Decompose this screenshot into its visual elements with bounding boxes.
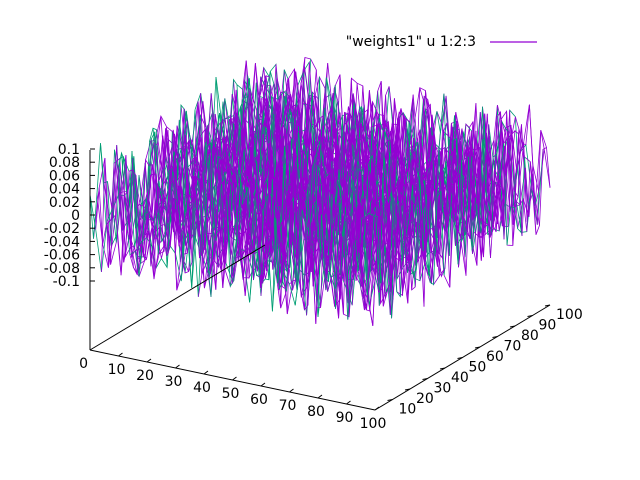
x-tick-label: 10 bbox=[108, 362, 126, 378]
surface-col-line bbox=[357, 104, 534, 300]
x-tick-mark bbox=[289, 388, 294, 393]
y-tick-mark bbox=[527, 315, 533, 317]
y-tick-mark bbox=[509, 325, 516, 328]
y-tick-mark bbox=[422, 378, 428, 380]
surface-mesh bbox=[89, 56, 551, 326]
y-tick-label: 100 bbox=[556, 307, 583, 323]
z-tick-label: 0.02 bbox=[49, 195, 80, 211]
surface-col-line bbox=[146, 66, 323, 280]
y-tick-mark bbox=[439, 367, 446, 370]
x-tick-mark bbox=[374, 406, 380, 411]
x-tick-mark bbox=[260, 382, 266, 387]
y-tick-mark bbox=[474, 346, 481, 349]
y-tick-label: 30 bbox=[434, 381, 452, 397]
x-tick-mark bbox=[175, 364, 180, 369]
z-tick-label: 0.08 bbox=[49, 155, 80, 171]
y-tick-label: 20 bbox=[416, 391, 434, 407]
x-tick-label: 70 bbox=[279, 398, 297, 414]
y-tick-label: 70 bbox=[504, 339, 522, 355]
x-tick-label: 20 bbox=[136, 368, 154, 384]
z-tick-label: -0.02 bbox=[44, 221, 80, 237]
z-tick-label: -0.04 bbox=[44, 234, 80, 250]
x-tick-label: 80 bbox=[307, 404, 325, 420]
y-tick-mark bbox=[544, 304, 551, 307]
surface-col-line bbox=[118, 64, 294, 261]
x-tick-mark bbox=[317, 394, 323, 399]
x-tick-label: 90 bbox=[336, 410, 354, 426]
y-tick-mark bbox=[457, 357, 463, 359]
y-tick-label: 40 bbox=[451, 370, 469, 386]
y-tick-mark bbox=[492, 336, 498, 338]
x-tick-mark bbox=[346, 400, 351, 405]
x-tick-label: 50 bbox=[222, 386, 240, 402]
x-tick-mark bbox=[118, 352, 123, 357]
y-tick-label: 80 bbox=[521, 328, 539, 344]
x-tick-mark bbox=[203, 370, 209, 375]
x-tick-label: 100 bbox=[360, 416, 387, 432]
surface-col-line bbox=[254, 87, 431, 290]
y-tick-mark bbox=[404, 388, 411, 391]
z-tick-label: 0.1 bbox=[58, 142, 80, 158]
y-tick-mark bbox=[387, 399, 393, 401]
legend: "weights1" u 1:2:3 bbox=[346, 34, 537, 50]
y-back-axis-line bbox=[89, 244, 266, 351]
z-tick-label: -0.1 bbox=[53, 274, 80, 290]
z-tick-label: 0 bbox=[71, 208, 80, 224]
tick-labels: 0.10.080.060.040.020-0.02-0.04-0.06-0.08… bbox=[44, 142, 583, 432]
y-tick-label: 90 bbox=[539, 318, 557, 334]
z-tick-label: -0.08 bbox=[44, 261, 80, 277]
x-tick-label: 40 bbox=[193, 380, 211, 396]
surface-col-line bbox=[374, 129, 551, 307]
z-tick-label: 0.04 bbox=[49, 182, 80, 198]
x-tick-mark bbox=[146, 358, 152, 363]
surface-col-line bbox=[129, 57, 306, 276]
x-tick-label: 30 bbox=[165, 374, 183, 390]
surface-col-line bbox=[368, 130, 545, 326]
y-tick-label: 60 bbox=[486, 349, 504, 365]
z-tick-label: 0.06 bbox=[49, 168, 80, 184]
x-tick-label: 0 bbox=[79, 356, 88, 372]
y-tick-label: 50 bbox=[469, 360, 487, 376]
surface-col-line bbox=[363, 138, 539, 319]
y-tick-label: 10 bbox=[399, 402, 417, 418]
z-tick-label: -0.06 bbox=[44, 248, 80, 264]
x-tick-mark bbox=[232, 376, 237, 381]
legend-label: "weights1" u 1:2:3 bbox=[346, 34, 476, 50]
x-tick-label: 60 bbox=[250, 392, 268, 408]
